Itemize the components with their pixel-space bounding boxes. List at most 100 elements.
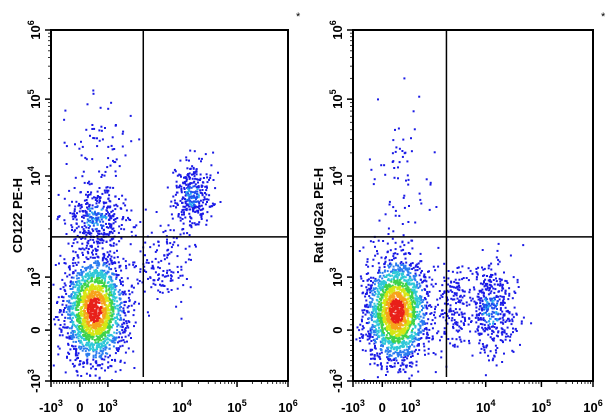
event-dot [467,267,470,270]
event-dot [77,256,80,259]
event-dot [92,356,95,359]
event-dot [486,275,488,277]
event-dot [443,330,446,333]
event-dot [415,290,418,293]
event-dot [157,266,160,269]
event-dot [157,244,160,247]
event-dot [400,353,402,356]
event-dot [76,313,79,316]
event-dot [395,146,398,149]
event-dot [381,317,384,320]
event-dot [103,358,106,361]
event-dot [104,310,107,313]
event-dot [179,233,182,236]
event-dot [482,328,485,331]
event-dot [96,237,99,240]
event-dot [399,364,402,367]
event-dot [201,189,204,191]
event-dot [450,319,453,322]
event-dot [120,237,123,240]
event-dot [384,257,387,260]
event-dot [429,304,432,307]
event-dot [385,296,388,299]
event-dot [93,306,96,308]
event-dot [81,226,84,229]
event-dot [423,297,426,299]
event-dot [100,237,103,240]
event-dot [426,333,429,336]
event-dot [100,339,103,342]
event-dot [411,343,413,346]
event-dot [79,191,82,194]
event-dot [111,232,114,235]
event-dot [377,98,379,101]
event-dot [93,339,96,341]
event-dot [91,158,94,161]
event-dot [372,276,375,279]
event-dot [365,273,368,275]
event-dot [115,158,118,161]
event-dot [413,285,416,288]
event-dot [495,334,498,337]
x-tick-label: -103 [39,398,63,415]
event-dot [185,156,188,159]
event-dot [63,307,66,309]
event-dot [443,302,446,305]
event-dot [377,303,380,306]
event-dot [95,279,98,282]
event-dot [502,298,505,301]
event-dot [383,295,386,298]
event-dot [395,262,398,265]
event-dot [375,307,378,310]
event-dot [165,275,168,278]
event-dot [411,311,414,314]
event-dot [87,266,89,269]
event-dot [416,301,419,304]
event-dot [68,265,71,268]
event-dot [130,304,133,307]
event-dot [74,333,77,336]
event-dot [374,254,377,257]
event-dot [177,276,180,279]
event-dot [447,270,450,272]
event-dot [58,262,60,265]
event-dot [110,101,113,104]
event-dot [133,367,136,369]
event-dot [405,353,407,356]
event-dot [80,154,83,157]
event-dot [359,323,362,326]
event-dot [373,178,376,181]
event-dot [94,260,97,263]
event-dot [85,269,87,272]
event-dot [436,332,439,335]
event-dot [86,280,89,283]
event-dot [85,289,88,291]
event-dot [415,295,418,298]
event-dot [105,352,107,355]
event-dot [361,309,364,312]
event-dot [522,244,525,247]
event-dot [91,218,93,221]
event-dot [176,265,179,268]
event-dot [373,283,376,286]
event-dot [190,258,192,261]
event-dot [93,285,96,288]
event-dot [483,285,486,288]
event-dot [423,313,426,316]
event-dot [490,273,492,276]
event-dot [80,375,83,377]
event-dot [174,170,177,173]
event-dot [443,276,446,279]
event-dot [90,284,93,287]
event-dot [102,334,105,337]
event-dot [78,247,81,250]
event-dot [422,312,425,315]
event-dot [111,341,114,344]
event-dot [406,327,409,330]
event-dot [403,339,405,342]
event-dot [54,264,57,266]
event-dot [508,294,511,297]
event-dot [369,291,372,294]
event-dot [114,352,117,355]
event-dot [74,291,77,294]
